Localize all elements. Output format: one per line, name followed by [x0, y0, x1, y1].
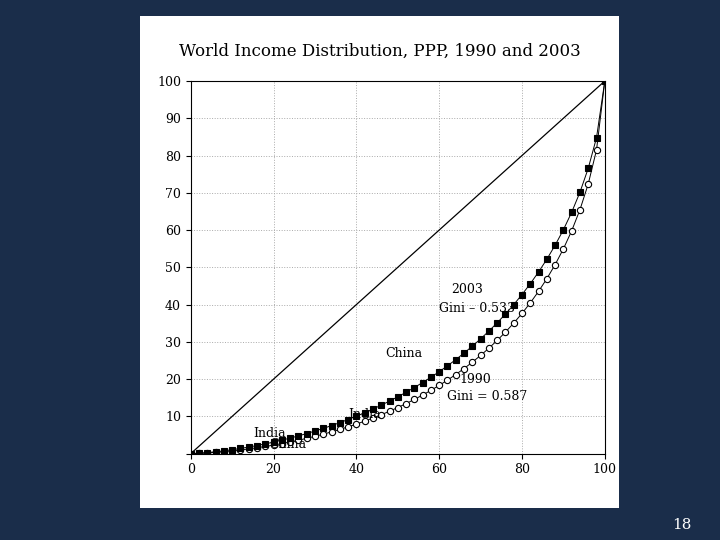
Text: Gini = 0.587: Gini = 0.587 — [448, 389, 528, 403]
Text: India: India — [253, 427, 286, 440]
Text: 2003: 2003 — [451, 284, 484, 296]
Text: 1990: 1990 — [460, 373, 492, 386]
Text: World Income Distribution, PPP, 1990 and 2003: World Income Distribution, PPP, 1990 and… — [179, 43, 580, 60]
Text: China: China — [269, 438, 307, 451]
Text: Gini – 0.533: Gini – 0.533 — [439, 302, 516, 315]
Text: India: India — [348, 408, 381, 421]
Text: 18: 18 — [672, 518, 691, 532]
Text: China: China — [385, 347, 423, 360]
